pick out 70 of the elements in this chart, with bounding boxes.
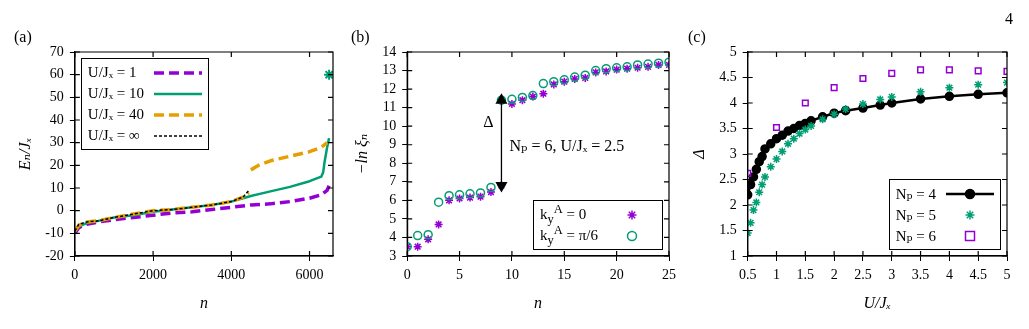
y-tick-label: 5 bbox=[389, 210, 397, 226]
y-tick-label: 4 bbox=[389, 229, 397, 245]
y-tick-label: 1.5 bbox=[719, 222, 737, 238]
y-tick-label: 4 bbox=[729, 94, 737, 110]
y-tick-label: -20 bbox=[45, 247, 64, 263]
annotation: Δ bbox=[483, 113, 494, 131]
y-tick-label: 3 bbox=[729, 145, 737, 161]
x-tick-label: 4000 bbox=[217, 267, 246, 283]
y-tick-label: 40 bbox=[49, 111, 64, 127]
y-tick-label: 0 bbox=[56, 202, 64, 218]
x-tick-label: 2.5 bbox=[854, 267, 872, 283]
y-axis-title: −ln ξₙ bbox=[352, 133, 370, 175]
legend-label: U/Jₓ = ∞ bbox=[87, 127, 140, 144]
y-tick-label: 9 bbox=[389, 136, 397, 152]
x-tick-label: 10 bbox=[504, 267, 519, 283]
annotation: Nₚ = 6, U/Jₓ = 2.5 bbox=[509, 137, 625, 155]
y-tick-label: 2 bbox=[729, 196, 737, 212]
y-tick-label: -10 bbox=[45, 225, 64, 241]
x-tick-label: 0 bbox=[403, 267, 411, 283]
x-tick-label: 1 bbox=[773, 267, 781, 283]
legend-label: U/Jₓ = 1 bbox=[87, 64, 137, 81]
x-tick-label: 25 bbox=[662, 267, 676, 283]
y-tick-label: 5 bbox=[729, 43, 737, 59]
x-tick-label: 0.5 bbox=[738, 267, 757, 283]
y-tick-label: 14 bbox=[382, 43, 397, 59]
x-tick-label: 5 bbox=[1003, 267, 1011, 283]
legend-label: Nₚ = 4 bbox=[895, 184, 936, 203]
x-tick-label: 20 bbox=[609, 267, 624, 283]
legend-label: Nₚ = 6 bbox=[895, 226, 936, 245]
y-tick-label: 30 bbox=[49, 134, 64, 150]
legend-label: U/Jₓ = 40 bbox=[87, 106, 145, 123]
y-tick-label: 10 bbox=[382, 117, 397, 133]
text: (a) bbox=[14, 28, 32, 47]
y-tick-label: 11 bbox=[382, 99, 397, 115]
x-tick-label: 4.5 bbox=[969, 267, 987, 283]
x-axis-title: n bbox=[199, 293, 208, 311]
x-tick-label: 0 bbox=[71, 267, 79, 283]
y-tick-label: 70 bbox=[49, 43, 64, 59]
y-tick-label: 12 bbox=[382, 80, 397, 96]
y-tick-label: 13 bbox=[382, 62, 397, 78]
y-axis-title: Eₙ/Jₓ bbox=[15, 137, 33, 172]
legend-label: Nₚ = 5 bbox=[895, 205, 936, 224]
y-tick-label: 8 bbox=[389, 154, 397, 170]
y-tick-label: 7 bbox=[389, 173, 397, 189]
x-tick-label: 2000 bbox=[139, 267, 168, 283]
x-tick-label: 5 bbox=[456, 267, 464, 283]
y-tick-label: 1 bbox=[729, 247, 737, 263]
y-axis-title: Δ bbox=[689, 149, 707, 160]
x-tick-label: 6000 bbox=[295, 267, 324, 283]
text: (c) bbox=[688, 28, 706, 47]
y-tick-label: 3.5 bbox=[719, 120, 737, 136]
x-tick-label: 3 bbox=[888, 267, 896, 283]
y-tick-label: 3 bbox=[389, 247, 397, 263]
x-tick-label: 3.5 bbox=[911, 267, 930, 283]
y-tick-label: 20 bbox=[49, 157, 64, 173]
y-tick-label: 50 bbox=[49, 89, 64, 105]
x-axis-title: U/Jₓ bbox=[863, 293, 892, 311]
x-tick-label: 15 bbox=[557, 267, 572, 283]
y-tick-label: 10 bbox=[49, 179, 64, 195]
text: 4 bbox=[1005, 10, 1013, 28]
y-tick-label: 4.5 bbox=[719, 69, 737, 85]
x-tick-label: 4 bbox=[945, 267, 953, 283]
text: (b) bbox=[351, 28, 370, 47]
x-axis-title: n bbox=[534, 293, 543, 311]
legend-label: U/Jₓ = 10 bbox=[87, 85, 145, 102]
y-tick-label: 60 bbox=[49, 66, 64, 82]
x-tick-label: 1.5 bbox=[796, 267, 815, 283]
x-tick-label: 2 bbox=[830, 267, 838, 283]
y-tick-label: 6 bbox=[389, 192, 397, 208]
y-tick-label: 2.5 bbox=[719, 171, 737, 187]
